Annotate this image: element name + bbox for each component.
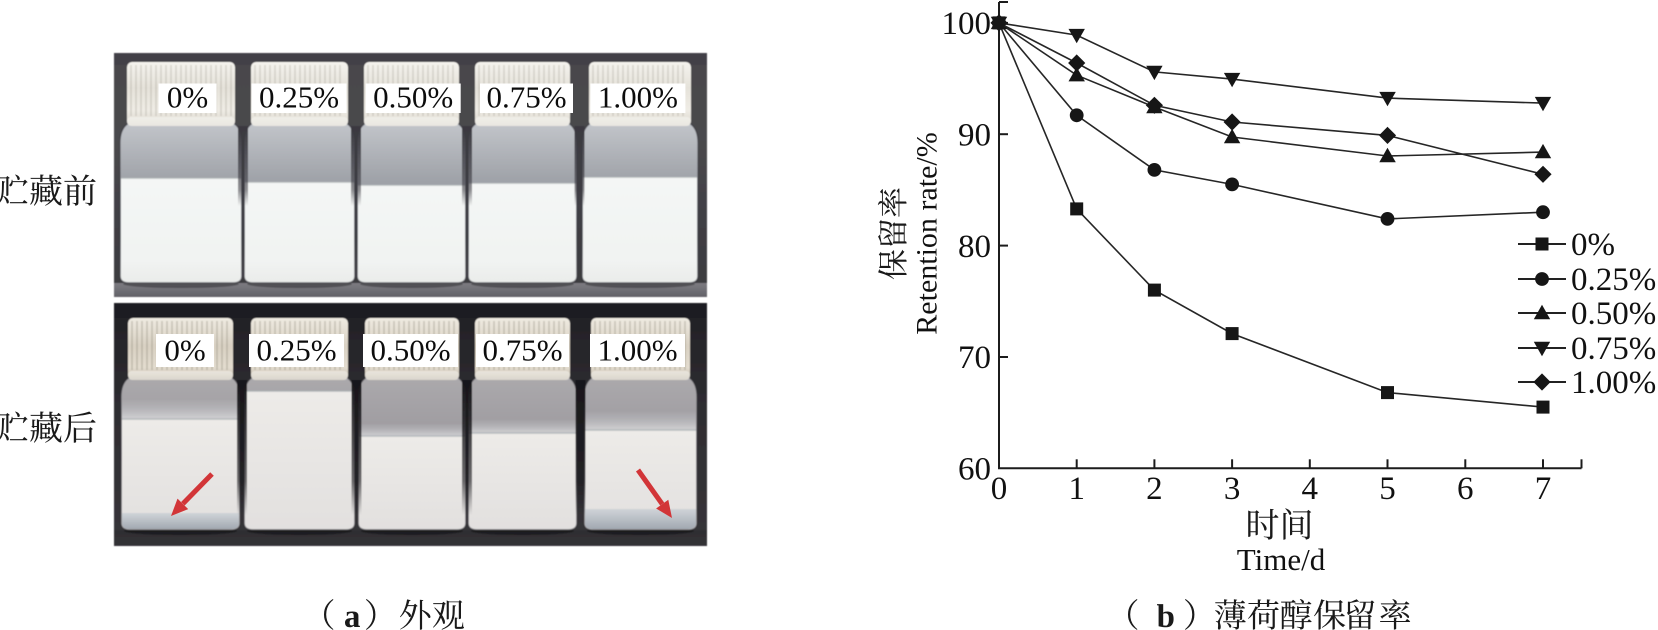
svg-text:0%: 0% [167, 80, 208, 115]
svg-text:60: 60 [958, 452, 991, 488]
svg-text:0.75%: 0.75% [482, 333, 562, 368]
svg-text:7: 7 [1535, 471, 1552, 507]
svg-text:0.75%: 0.75% [1571, 331, 1656, 367]
svg-text:0.25%: 0.25% [256, 333, 336, 368]
svg-text:Time/d: Time/d [1237, 542, 1326, 577]
svg-text:90: 90 [958, 117, 991, 153]
svg-text:0.75%: 0.75% [486, 80, 566, 115]
svg-text:1.00%: 1.00% [597, 333, 677, 368]
svg-text:3: 3 [1224, 471, 1241, 507]
svg-text:0.25%: 0.25% [259, 80, 339, 115]
svg-text:0.50%: 0.50% [1571, 296, 1656, 332]
svg-text:Retention rate/%: Retention rate/% [911, 132, 944, 334]
svg-text:6: 6 [1457, 471, 1474, 507]
svg-text:0.50%: 0.50% [370, 333, 450, 368]
svg-text:0.50%: 0.50% [373, 80, 453, 115]
svg-text:2: 2 [1146, 471, 1163, 507]
svg-text:0%: 0% [164, 333, 205, 368]
svg-text:0.25%: 0.25% [1571, 262, 1656, 298]
svg-text:80: 80 [958, 229, 991, 265]
svg-text:5: 5 [1379, 471, 1396, 507]
svg-text:0%: 0% [1571, 227, 1615, 263]
svg-text:1: 1 [1068, 471, 1085, 507]
svg-text:0: 0 [991, 471, 1008, 507]
svg-text:70: 70 [958, 340, 991, 376]
svg-text:4: 4 [1302, 471, 1319, 507]
svg-text:100: 100 [942, 6, 992, 42]
svg-text:1.00%: 1.00% [598, 80, 678, 115]
svg-text:1.00%: 1.00% [1571, 365, 1656, 401]
